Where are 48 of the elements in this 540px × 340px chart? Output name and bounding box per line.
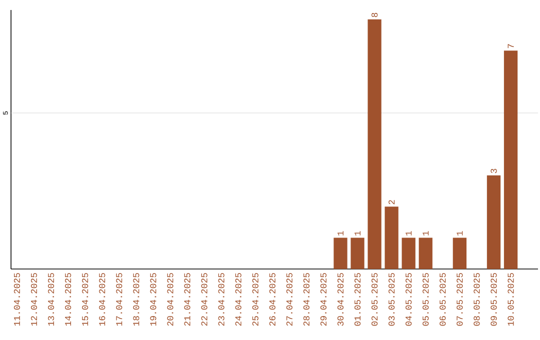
data-label: 1: [354, 231, 360, 236]
data-label: 1: [422, 231, 429, 236]
x-tick-label: 12.04.2025: [30, 273, 38, 326]
data-label: 1: [406, 231, 412, 236]
x-tick-label: 19.04.2025: [150, 273, 156, 326]
x-tick-label: 03.05.2025: [388, 273, 395, 326]
data-label: 7: [508, 44, 514, 48]
x-tick-label: 23.04.2025: [218, 273, 224, 326]
x-tick-label: 16.04.2025: [99, 273, 106, 326]
data-label: 3: [490, 168, 497, 174]
x-tick-label: 20.04.2025: [167, 273, 174, 326]
bar: [402, 238, 416, 269]
x-tick-label: 14.04.2025: [65, 273, 72, 326]
bar: [334, 238, 348, 269]
x-tick-label: 07.05.2025: [456, 273, 463, 326]
x-tick-label: 04.05.2025: [406, 273, 412, 326]
x-tick-label: 26.04.2025: [269, 273, 276, 326]
x-tick-label: 05.05.2025: [422, 273, 429, 326]
x-tick-label: 30.04.2025: [337, 273, 344, 326]
x-tick-label: 28.04.2025: [303, 273, 310, 326]
bar: [384, 206, 398, 269]
x-tick-label: 25.04.2025: [252, 273, 258, 326]
x-tick-label: 17.04.2025: [116, 273, 122, 326]
x-tick-label: 11.04.2025: [14, 273, 20, 326]
bar: [350, 238, 364, 269]
x-tick-label: 01.05.2025: [354, 273, 361, 326]
x-tick-label: 10.05.2025: [508, 273, 514, 326]
data-label: 1: [338, 231, 344, 236]
x-tick-label: 08.05.2025: [474, 273, 480, 326]
bar: [418, 238, 432, 269]
data-label: 2: [388, 200, 395, 204]
bar: [452, 238, 466, 269]
data-label: 1: [456, 231, 463, 236]
x-tick-label: 22.04.2025: [201, 273, 208, 326]
x-tick-label: 09.05.2025: [490, 273, 497, 326]
x-tick-label: 18.04.2025: [133, 273, 140, 326]
bar: [504, 50, 518, 269]
x-tick-label: 15.04.2025: [82, 273, 88, 326]
x-tick-label: 24.04.2025: [235, 273, 242, 326]
x-tick-label: 21.04.2025: [184, 273, 190, 326]
x-tick-label: 29.04.2025: [320, 273, 327, 326]
x-tick-label: 27.04.2025: [286, 273, 292, 326]
data-label: 8: [372, 12, 378, 18]
bar: [368, 19, 382, 269]
x-tick-label: 06.05.2025: [440, 273, 446, 326]
x-tick-label: 13.04.2025: [48, 273, 54, 326]
bar: [486, 175, 501, 269]
x-tick-label: 02.05.2025: [372, 273, 378, 326]
